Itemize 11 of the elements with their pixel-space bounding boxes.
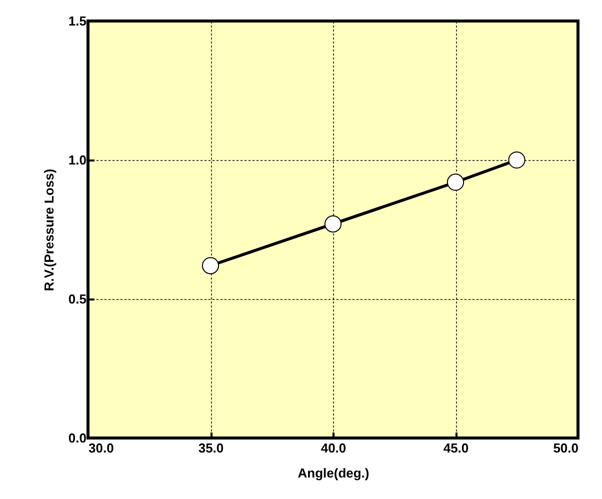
- y-axis-title: R.V.(Pressure Loss): [41, 168, 56, 292]
- x-tick-label: 40.0: [320, 440, 346, 456]
- x-axis-title: Angle(deg.): [298, 466, 370, 480]
- x-tick-label: 50.0: [553, 440, 578, 456]
- x-tick-label: 45.0: [443, 440, 469, 456]
- y-tick-label: 0.5: [68, 292, 86, 306]
- y-tick-label: 1.5: [68, 14, 86, 28]
- y-tick-label: 1.0: [68, 152, 86, 168]
- x-tick-label: 35.0: [198, 440, 224, 456]
- x-tick-label: 30.0: [88, 440, 114, 456]
- y-tick-label: 0.0: [68, 430, 86, 446]
